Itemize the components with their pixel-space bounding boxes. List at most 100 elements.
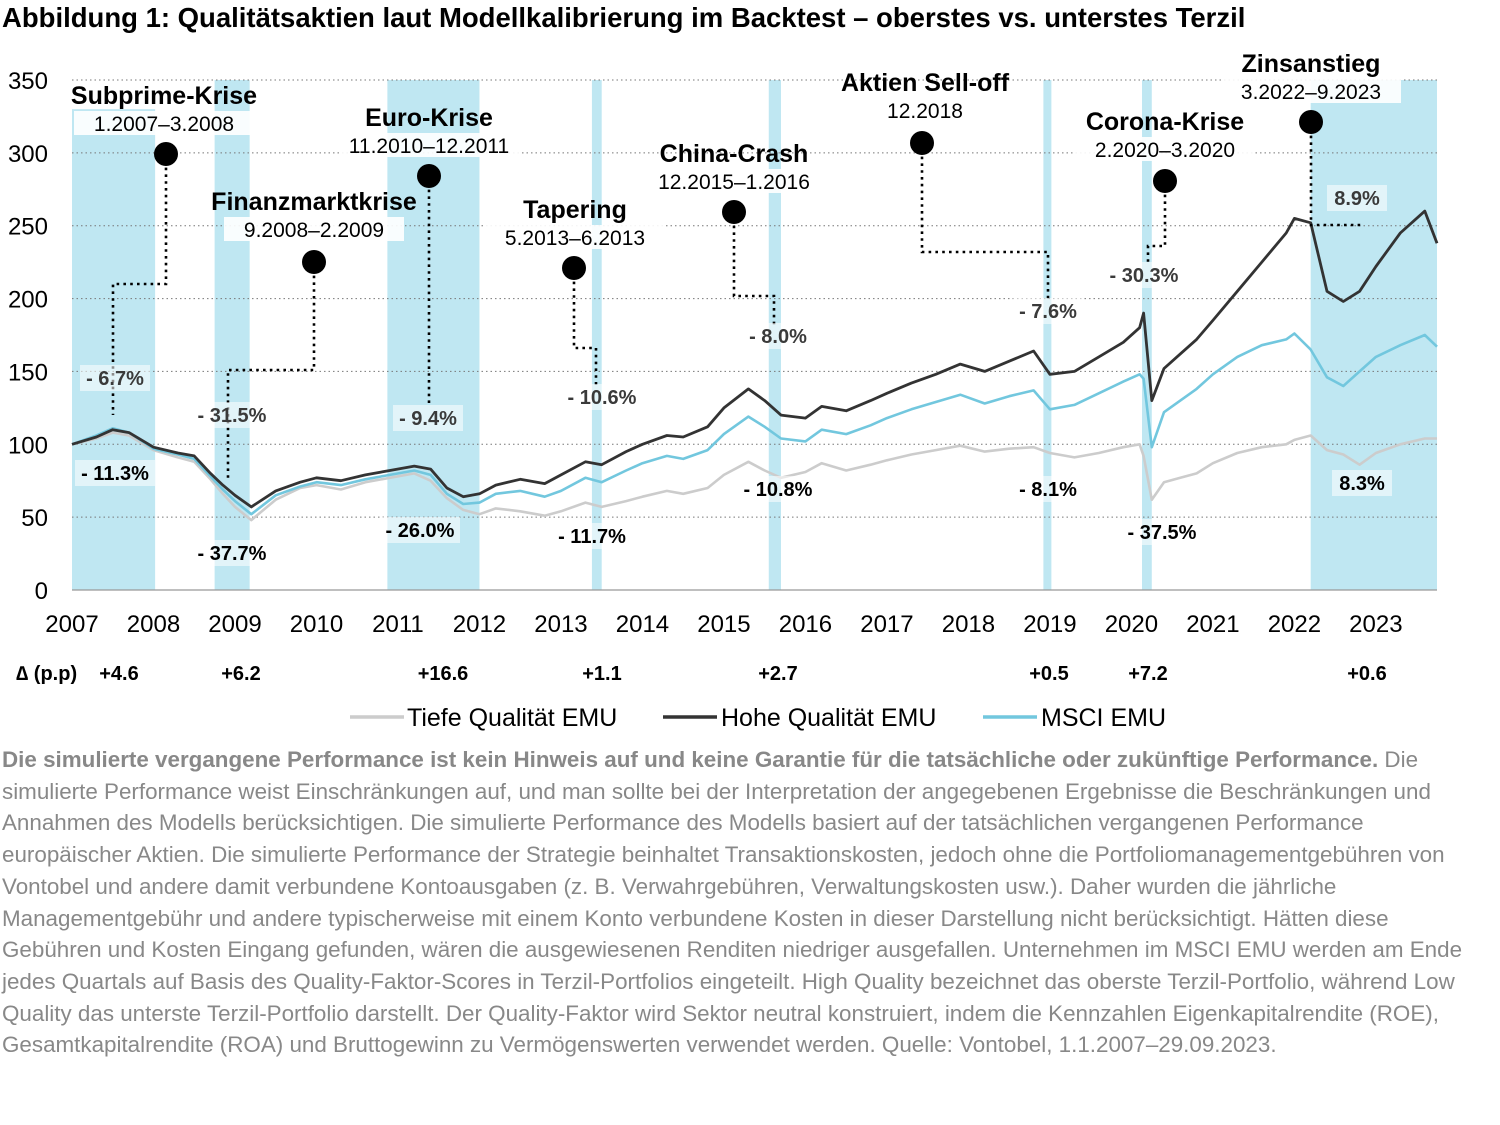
x-tick-label: 2013 <box>534 611 587 638</box>
crisis-name-label: Aktien Sell-off <box>841 69 1010 97</box>
crisis-name-label: Zinsanstieg <box>1242 50 1381 78</box>
x-tick-label: 2021 <box>1186 611 1239 638</box>
y-tick-label: 0 <box>35 578 48 605</box>
crisis-name-label: Euro-Krise <box>365 104 493 132</box>
high-quality-return: - 7.6% <box>1019 301 1077 323</box>
high-quality-return: - 8.0% <box>749 326 807 348</box>
crisis-band <box>72 109 156 591</box>
x-tick-label: 2008 <box>127 611 180 638</box>
delta-value: +1.1 <box>582 663 621 685</box>
crisis-date-backing <box>1075 137 1255 161</box>
crisis-connector <box>226 262 316 480</box>
down-label-backing <box>191 540 273 566</box>
x-tick-label: 2018 <box>942 611 995 638</box>
crisis-marker <box>722 200 746 224</box>
delta-value: +0.6 <box>1347 663 1386 685</box>
crisis-marker <box>154 142 178 166</box>
crisis-band <box>591 80 602 590</box>
down-label-backing <box>1121 519 1203 545</box>
x-tick-label: 2009 <box>208 611 261 638</box>
down-label-backing <box>738 476 818 502</box>
crisis-date-backing <box>835 98 1015 122</box>
x-tick-label: 2020 <box>1105 611 1158 638</box>
crisis-date-backing <box>1221 79 1401 103</box>
down-label-backing <box>552 523 632 549</box>
delta-value: +4.6 <box>99 663 138 685</box>
crisis-connector <box>111 154 168 415</box>
crisis-band <box>1310 80 1437 590</box>
up-label-backing <box>393 405 463 431</box>
crisis-name-label: Subprime-Krise <box>71 82 257 110</box>
y-tick-label: 300 <box>8 141 48 168</box>
chart-title: Abbildung 1: Qualitätsaktien laut Modell… <box>2 2 1246 33</box>
delta-row-label: ∆ (p.p) <box>16 663 77 685</box>
up-label-backing <box>1013 298 1083 324</box>
down-label-backing <box>1013 476 1083 502</box>
up-label-backing <box>1104 262 1184 288</box>
crisis-marker <box>910 131 934 155</box>
delta-row: ∆ (p.p) +4.6 +6.2 +16.6 +1.1 +2.7 +0.5 +7.2 +0.6 <box>16 663 1387 685</box>
crisis-marker <box>1153 169 1177 193</box>
crisis-marker <box>1299 110 1323 134</box>
up-label-backing <box>80 365 150 391</box>
crisis-connector <box>732 212 776 325</box>
crisis-range-label: 5.2013–6.2013 <box>505 227 645 250</box>
crisis-date-backing <box>224 217 404 241</box>
crisis-connector <box>1309 122 1362 227</box>
crisis-range-label: 12.2015–1.2016 <box>658 171 810 194</box>
low-quality-return: 8.3% <box>1339 473 1385 495</box>
footnote-disclaimer: Die simulierte vergangene Performance is… <box>2 747 1379 772</box>
x-tick-label: 2019 <box>1023 611 1076 638</box>
series-line-msci <box>71 332 1438 516</box>
y-tick-label: 350 <box>8 68 48 95</box>
crisis-range-label: 12.2018 <box>887 100 963 123</box>
up-label-backing <box>192 402 272 428</box>
crisis-name-label: Tapering <box>523 196 627 224</box>
delta-value: +0.5 <box>1029 663 1068 685</box>
crisis-marker <box>562 256 586 280</box>
low-quality-return: - 11.7% <box>558 526 626 548</box>
low-quality-return: - 10.8% <box>744 479 813 501</box>
crisis-range-label: 1.2007–3.2008 <box>94 113 234 136</box>
crisis-name-label: Corona-Krise <box>1086 108 1244 136</box>
x-tick-label: 2014 <box>616 611 669 638</box>
series-line-low <box>71 431 1437 522</box>
up-label-backing <box>743 323 813 349</box>
x-tick-label: 2011 <box>372 611 424 638</box>
high-quality-return: - 10.6% <box>568 387 637 409</box>
legend-label-low: Tiefe Qualität EMU <box>407 704 617 732</box>
crisis-range-label: 2.2020–3.2020 <box>1095 139 1235 162</box>
y-tick-label: 150 <box>8 359 48 386</box>
x-tick-label: 2012 <box>453 611 506 638</box>
low-quality-return: - 8.1% <box>1019 479 1077 501</box>
y-tick-label: 50 <box>21 505 48 532</box>
high-quality-return: - 6.7% <box>86 368 144 390</box>
legend-label-msci: MSCI EMU <box>1041 704 1166 732</box>
crisis-name-label: China-Crash <box>660 140 809 168</box>
crisis-connector <box>920 143 1050 300</box>
crisis-annotations: Subprime-Krise 1.2007–3.2008 - 6.7% - 11.3%… <box>71 50 1401 566</box>
up-label-backing <box>1327 185 1387 211</box>
crisis-range-label: 9.2008–2.2009 <box>244 219 384 242</box>
delta-value: +7.2 <box>1128 663 1167 685</box>
crisis-date-backing <box>644 169 824 193</box>
crisis-name-label: Finanzmarktkrise <box>211 188 417 216</box>
legend: Tiefe Qualität EMU Hohe Qualität EMU MSCI … <box>350 704 1166 732</box>
down-label-backing <box>380 517 460 543</box>
high-quality-return: - 31.5% <box>198 405 267 427</box>
up-label-backing <box>562 384 642 410</box>
high-quality-return: - 9.4% <box>399 408 457 430</box>
crisis-date-backing <box>485 225 665 249</box>
footnote-text: Die simulierte Performance weist Einschr… <box>2 747 1463 1058</box>
y-tick-label: 100 <box>8 432 48 459</box>
series-line-high <box>71 209 1439 509</box>
y-tick-label: 200 <box>8 287 48 314</box>
crisis-range-label: 3.2022–9.2023 <box>1241 81 1381 104</box>
low-quality-return: - 37.5% <box>1128 522 1197 544</box>
series-lines <box>71 209 1439 522</box>
crisis-band <box>1043 80 1052 590</box>
x-tick-label: 2017 <box>860 611 913 638</box>
crisis-range-label: 11.2010–12.2011 <box>349 135 509 158</box>
x-tick-label: 2007 <box>45 611 98 638</box>
legend-label-high: Hohe Qualität EMU <box>721 704 936 732</box>
